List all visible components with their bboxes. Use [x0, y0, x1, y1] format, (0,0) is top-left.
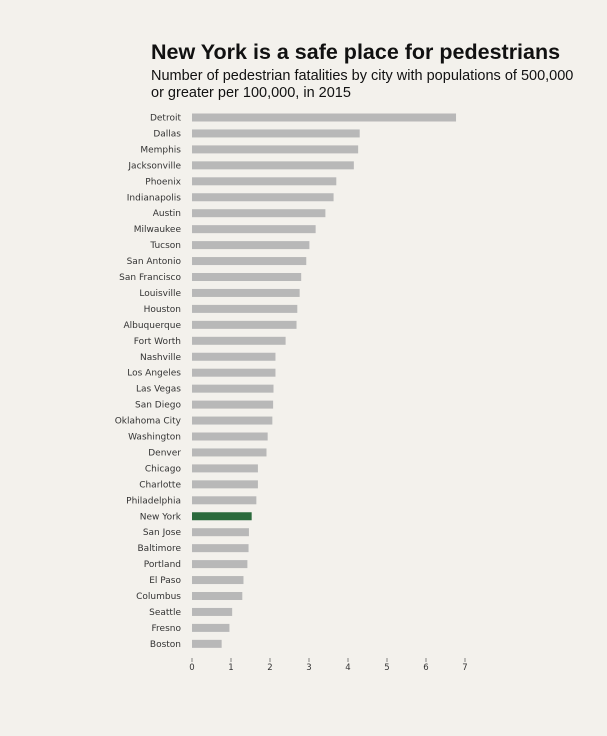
- bar-nashville: [192, 352, 276, 361]
- category-label-san-jose: San Jose: [143, 528, 182, 538]
- category-label-san-diego: San Diego: [135, 401, 181, 411]
- category-label-fort-worth: Fort Worth: [134, 337, 181, 347]
- bar-los-angeles: [192, 368, 276, 377]
- bar-dallas: [192, 129, 360, 138]
- bars-layer: [192, 113, 457, 648]
- bar-washington: [192, 432, 268, 441]
- bar-milwaukee: [192, 225, 316, 234]
- category-label-boston: Boston: [150, 640, 181, 650]
- bar-houston: [192, 304, 298, 313]
- category-label-portland: Portland: [144, 560, 181, 570]
- bar-indianapolis: [192, 193, 334, 202]
- x-tick-label: 7: [462, 663, 467, 673]
- bar-baltimore: [192, 544, 249, 553]
- category-label-austin: Austin: [153, 209, 181, 219]
- category-labels: Detroit Dallas Memphis Jacksonville Phoenix I…: [115, 114, 182, 650]
- category-label-denver: Denver: [148, 448, 181, 458]
- bar-memphis: [192, 145, 359, 154]
- x-tick-label: 0: [189, 663, 194, 673]
- category-label-detroit: Detroit: [150, 114, 182, 124]
- chart-title: New York is a safe place for pedestrians: [151, 40, 561, 64]
- bar-san-jose: [192, 528, 249, 537]
- bar-charlotte: [192, 480, 258, 489]
- category-label-philadelphia: Philadelphia: [126, 496, 181, 506]
- category-label-new-york: New York: [140, 512, 182, 522]
- bar-oklahoma-city: [192, 416, 273, 425]
- category-label-fresno: Fresno: [152, 624, 182, 634]
- category-label-chicago: Chicago: [145, 464, 182, 474]
- bar-seattle: [192, 607, 233, 616]
- bar-detroit: [192, 113, 457, 122]
- bar-denver: [192, 448, 267, 457]
- bar-austin: [192, 209, 326, 218]
- bar-albuquerque: [192, 320, 297, 329]
- x-tick-label: 4: [345, 663, 350, 673]
- bar-jacksonville: [192, 161, 354, 170]
- bar-el-paso: [192, 576, 244, 585]
- bar-san-diego: [192, 400, 274, 409]
- category-label-phoenix: Phoenix: [145, 177, 181, 187]
- x-tick-label: 3: [306, 663, 311, 673]
- bar-fresno: [192, 623, 230, 632]
- category-label-seattle: Seattle: [149, 608, 181, 618]
- bar-chicago: [192, 464, 258, 473]
- category-label-houston: Houston: [144, 305, 181, 315]
- bar-portland: [192, 560, 248, 569]
- bar-columbus: [192, 592, 243, 600]
- category-label-milwaukee: Milwaukee: [134, 225, 182, 235]
- bar-new-york: [192, 512, 252, 521]
- bar-san-antonio: [192, 257, 307, 266]
- category-label-louisville: Louisville: [139, 289, 181, 299]
- category-label-dallas: Dallas: [153, 129, 181, 139]
- category-label-los-angeles: Los Angeles: [127, 369, 181, 379]
- category-label-washington: Washington: [128, 433, 181, 443]
- category-label-san-antonio: San Antonio: [127, 257, 182, 267]
- bar-las-vegas: [192, 384, 274, 393]
- category-label-memphis: Memphis: [140, 145, 181, 155]
- bar-tucson: [192, 241, 310, 250]
- category-label-jacksonville: Jacksonville: [127, 161, 181, 171]
- bar-louisville: [192, 288, 300, 297]
- bar-philadelphia: [192, 496, 257, 505]
- category-label-oklahoma-city: Oklahoma City: [115, 417, 182, 427]
- bar-phoenix: [192, 177, 337, 186]
- category-label-albuquerque: Albuquerque: [123, 321, 181, 331]
- category-label-nashville: Nashville: [140, 353, 181, 363]
- category-label-charlotte: Charlotte: [139, 480, 181, 490]
- category-label-tucson: Tucson: [149, 241, 181, 251]
- category-label-indianapolis: Indianapolis: [127, 193, 182, 203]
- bar-boston: [192, 639, 222, 648]
- x-axis: 0 1 2 3 4 5 6 7: [189, 658, 468, 673]
- category-label-san-francisco: San Francisco: [119, 273, 181, 283]
- category-label-las-vegas: Las Vegas: [136, 385, 181, 395]
- x-tick-label: 5: [384, 663, 389, 673]
- bar-san-francisco: [192, 273, 302, 281]
- category-label-baltimore: Baltimore: [137, 544, 181, 554]
- x-tick-label: 6: [423, 663, 428, 673]
- bar-fort-worth: [192, 336, 286, 345]
- category-label-columbus: Columbus: [136, 592, 181, 602]
- x-tick-label: 1: [228, 663, 233, 673]
- category-label-el-paso: El Paso: [149, 576, 181, 586]
- x-tick-label: 2: [267, 663, 272, 673]
- chart-subtitle: Number of pedestrian fatalities by city …: [151, 68, 574, 101]
